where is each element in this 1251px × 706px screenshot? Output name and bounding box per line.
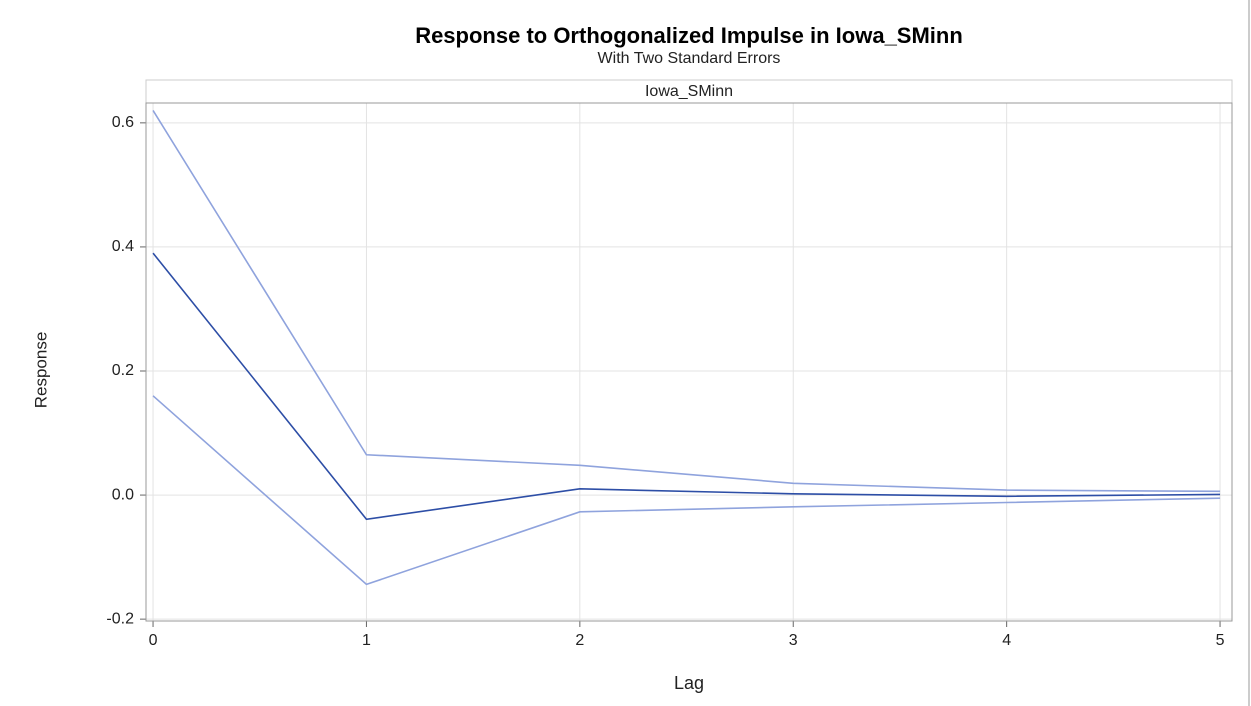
x-tick-label: 0	[149, 632, 158, 649]
chart-subtitle: With Two Standard Errors	[598, 50, 781, 67]
x-axis-label: Lag	[674, 673, 704, 693]
x-tick-label: 3	[789, 632, 798, 649]
x-tick-label: 5	[1216, 632, 1225, 649]
panel-title: Iowa_SMinn	[645, 83, 733, 100]
x-tick-label: 4	[1002, 632, 1011, 649]
series-line	[152, 110, 1221, 493]
series-line	[152, 252, 1221, 521]
y-tick-label: 0.2	[112, 362, 134, 379]
chart-title: Response to Orthogonalized Impulse in Io…	[415, 23, 963, 48]
y-tick-label: -0.2	[106, 610, 134, 627]
plot-frame	[145, 102, 1233, 622]
y-tick-label: 0.0	[112, 486, 134, 503]
series-line	[152, 395, 1221, 586]
x-tick-label: 2	[575, 632, 584, 649]
y-tick-label: 0.4	[112, 238, 134, 255]
x-tick-label: 1	[362, 632, 371, 649]
y-tick-label: 0.6	[112, 114, 134, 131]
y-axis-label: Response	[31, 332, 50, 409]
